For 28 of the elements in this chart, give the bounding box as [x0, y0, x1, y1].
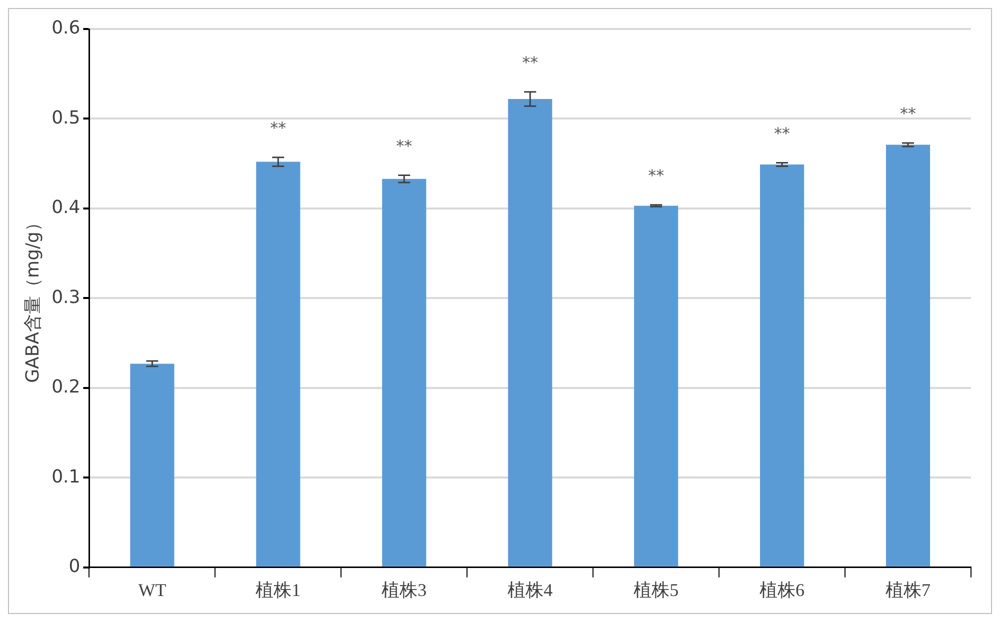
- bar: [508, 98, 552, 566]
- annotation: **: [648, 166, 664, 186]
- bar: [634, 206, 678, 566]
- y-tick-label: 0: [68, 556, 80, 578]
- bar: [760, 164, 804, 566]
- x-tick-label: 植株1: [256, 580, 301, 600]
- bar: [886, 144, 930, 566]
- y-axis-title: GABA含量（mg/g）: [22, 214, 44, 383]
- y-tick-label: 0.1: [52, 466, 80, 488]
- annotation: **: [270, 118, 286, 138]
- bar: [382, 178, 426, 566]
- x-tick-label: 植株6: [760, 580, 805, 600]
- x-tick-label: 植株7: [886, 580, 931, 600]
- bar: [130, 364, 174, 566]
- annotation: **: [522, 52, 538, 72]
- y-tick-label: 0.3: [52, 286, 80, 308]
- annotation: **: [774, 124, 790, 143]
- x-tick-label: 植株5: [634, 580, 679, 600]
- y-tick-label: 0.5: [52, 107, 80, 128]
- y-tick-label: 0.2: [52, 376, 80, 398]
- annotation: **: [396, 136, 412, 156]
- y-tick-label: 0.6: [52, 18, 80, 39]
- x-tick-label: 植株4: [508, 580, 553, 600]
- y-tick-label: 0.4: [52, 197, 80, 218]
- x-tick-label: 植株3: [382, 580, 427, 600]
- annotation: **: [900, 104, 916, 124]
- bar: [256, 162, 300, 566]
- x-tick-label: WT: [138, 580, 166, 600]
